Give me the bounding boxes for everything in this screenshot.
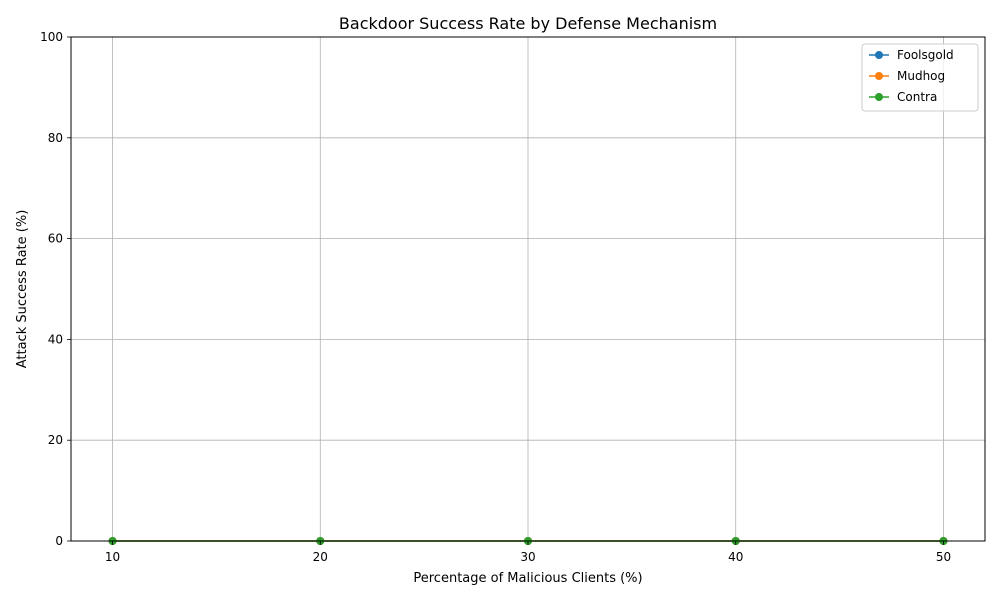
legend-entry-mudhog: Mudhog — [869, 69, 945, 83]
x-tick-label: 40 — [728, 550, 743, 564]
legend-label: Foolsgold — [897, 48, 954, 62]
x-axis-label: Percentage of Malicious Clients (%) — [413, 571, 642, 586]
legend-box — [861, 43, 979, 112]
y-tick-label: 80 — [48, 131, 63, 145]
y-axis-label: Attack Success Rate (%) — [15, 210, 30, 369]
legend-label: Contra — [897, 90, 937, 104]
y-tick-label: 0 — [55, 534, 63, 548]
legend-entry-foolsgold: Foolsgold — [869, 48, 954, 62]
legend-entry-contra: Contra — [869, 90, 937, 104]
legend-marker — [875, 72, 883, 80]
chart-title: Backdoor Success Rate by Defense Mechani… — [339, 14, 717, 33]
y-tick-label: 100 — [40, 30, 63, 44]
plot-area: 10 20 30 40 50 0 20 40 60 80 100 — [40, 30, 986, 564]
legend: Foolsgold Mudhog Contra — [861, 43, 979, 112]
y-tick-label: 60 — [48, 232, 63, 246]
legend-marker — [875, 93, 883, 101]
x-tick-label: 20 — [313, 550, 328, 564]
legend-marker — [875, 51, 883, 59]
x-axis: 10 20 30 40 50 — [105, 541, 951, 564]
x-tick-label: 10 — [105, 550, 120, 564]
x-tick-label: 30 — [520, 550, 535, 564]
legend-label: Mudhog — [897, 69, 945, 83]
y-tick-label: 20 — [48, 433, 63, 447]
x-tick-label: 50 — [936, 550, 951, 564]
y-axis: 0 20 40 60 80 100 — [40, 30, 71, 548]
y-tick-label: 40 — [48, 332, 63, 346]
